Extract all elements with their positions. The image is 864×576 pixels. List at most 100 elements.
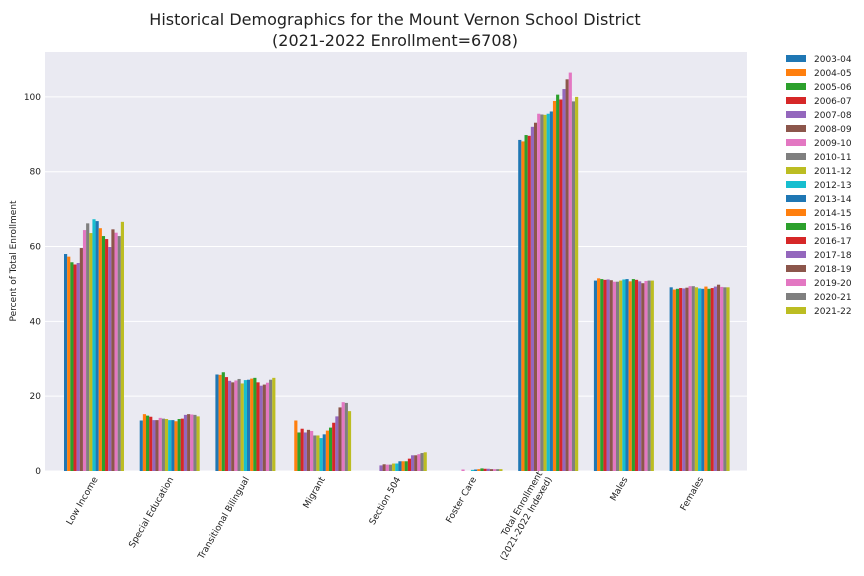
bar [716,284,721,471]
legend-swatch [786,223,806,230]
bar [713,286,717,471]
bar [92,219,96,471]
bar [524,135,528,472]
bar [720,286,724,471]
bar [98,228,102,471]
bar [537,113,541,471]
bars [64,72,730,472]
bar [142,414,147,471]
bar [698,288,702,471]
bar [164,419,169,471]
bar [609,280,613,471]
legend-swatch [786,83,806,90]
legend-swatch [786,69,806,76]
bar [489,469,494,471]
bar [269,379,273,471]
bar [483,468,487,471]
legend-label: 2012-13 [814,181,852,191]
bar [259,385,263,471]
bar [335,416,339,471]
legend-label: 2011-12 [814,167,852,177]
bar [710,288,714,471]
bar [679,288,683,471]
y-tick-label: 0 [35,467,41,477]
y-tick-label: 100 [24,93,41,103]
bar [650,280,654,471]
legend-swatch [786,237,806,244]
bar [533,122,538,472]
x-tick-label: Section 504 [368,475,404,527]
bar [549,111,553,471]
bar [316,435,320,471]
bar [67,256,71,471]
bar [619,280,623,471]
bar [108,246,112,471]
bar [231,382,235,471]
legend-swatch [786,111,806,118]
bar [319,438,323,471]
bar [388,464,393,471]
bar [155,420,159,471]
legend-label: 2007-08 [814,111,852,121]
bar [306,429,311,471]
bar [79,248,83,471]
legend-swatch [786,97,806,104]
bar [575,96,579,471]
bar [499,469,503,471]
bar [423,452,427,471]
bar [265,382,270,471]
legend-label: 2017-18 [814,251,852,261]
bar [723,287,727,471]
bar [411,455,415,471]
bar [139,420,143,471]
bar [105,239,109,471]
bar [407,458,412,471]
bar [174,421,178,471]
y-axis-label: Percent of Total Enrollment [9,200,19,322]
bar [243,380,247,471]
bar [89,233,93,471]
bar [540,114,544,471]
bar [344,402,348,471]
legend-swatch [786,139,806,146]
bar [171,420,175,471]
bar [177,419,181,471]
bar [593,280,598,471]
bar [530,126,534,471]
bar [685,287,689,471]
legend-swatch [786,265,806,272]
y-tick-label: 20 [30,392,42,402]
x-tick-label: Special Education [128,476,177,550]
bar [310,430,314,471]
bar [597,278,601,471]
bar [568,72,572,471]
bar [117,236,121,471]
bar [240,383,244,471]
legend-label: 2021-22 [814,307,852,317]
bar [493,469,497,471]
bar [294,420,298,471]
bar [347,411,352,471]
legend-swatch [786,181,806,188]
legend-label: 2015-16 [814,223,852,233]
bar [253,377,257,471]
bar [625,279,629,471]
bar [527,135,531,472]
bar [543,114,547,471]
bar [641,283,645,471]
legend-swatch [786,279,806,286]
legend-label: 2019-20 [814,279,852,289]
bar [401,461,405,471]
bar [338,407,342,471]
bar [420,453,424,471]
bar [120,221,124,471]
bar [565,79,569,471]
legend-label: 2013-14 [814,195,852,205]
bar [152,420,156,471]
bar [146,415,150,471]
bar [237,378,241,471]
bar [111,229,115,471]
chart-title-line-2: (2021-2022 Enrollment=6708) [272,31,518,50]
bar [694,287,699,471]
bar [461,469,465,471]
